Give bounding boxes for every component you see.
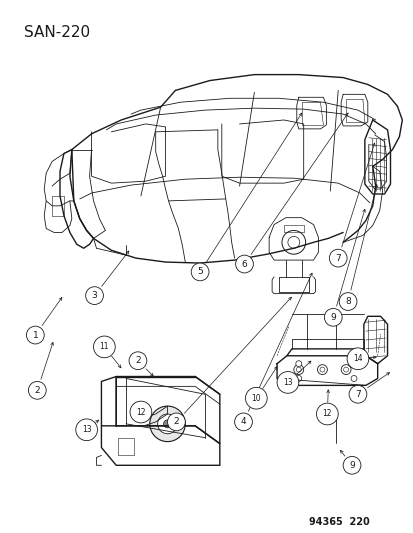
Circle shape [350, 361, 356, 367]
Text: 7: 7 [354, 390, 360, 399]
Text: 2: 2 [135, 356, 140, 365]
Text: 2: 2 [34, 386, 40, 395]
Text: 9: 9 [330, 313, 335, 322]
Circle shape [281, 230, 305, 254]
Circle shape [28, 382, 46, 399]
Circle shape [324, 309, 341, 326]
Circle shape [295, 376, 301, 382]
Circle shape [338, 293, 356, 310]
Circle shape [287, 237, 299, 248]
Text: 94365  220: 94365 220 [308, 516, 368, 527]
Text: 3: 3 [91, 291, 97, 300]
Circle shape [235, 255, 253, 273]
Circle shape [157, 414, 177, 434]
Text: 9: 9 [348, 461, 354, 470]
Circle shape [343, 367, 348, 372]
Circle shape [316, 403, 337, 425]
Circle shape [191, 263, 209, 281]
Circle shape [130, 401, 152, 423]
Text: 1: 1 [32, 330, 38, 340]
Text: 5: 5 [197, 268, 202, 277]
Circle shape [296, 367, 301, 372]
Text: 4: 4 [240, 417, 246, 426]
Circle shape [163, 420, 171, 428]
Text: 6: 6 [241, 260, 247, 269]
Circle shape [76, 419, 97, 441]
Text: SAN-220: SAN-220 [24, 25, 90, 41]
Circle shape [340, 365, 350, 375]
Text: 12: 12 [322, 409, 331, 418]
Circle shape [319, 367, 324, 372]
Circle shape [276, 372, 298, 393]
Text: 14: 14 [352, 354, 362, 364]
Circle shape [342, 456, 360, 474]
Circle shape [129, 352, 147, 369]
Circle shape [150, 406, 185, 442]
Text: 8: 8 [344, 297, 350, 306]
Circle shape [93, 336, 115, 358]
Circle shape [328, 249, 346, 267]
Circle shape [245, 387, 266, 409]
Circle shape [350, 376, 356, 382]
Circle shape [234, 413, 252, 431]
Circle shape [293, 365, 303, 375]
Circle shape [317, 365, 327, 375]
Circle shape [167, 413, 185, 431]
Text: 2: 2 [173, 417, 179, 426]
Text: 10: 10 [251, 394, 261, 403]
Circle shape [348, 385, 366, 403]
Circle shape [346, 348, 368, 369]
Text: 11: 11 [100, 342, 109, 351]
Text: 13: 13 [282, 378, 292, 387]
Circle shape [295, 361, 301, 367]
Text: 12: 12 [136, 408, 145, 416]
Text: 13: 13 [82, 425, 91, 434]
Text: 7: 7 [335, 254, 340, 263]
Circle shape [26, 326, 44, 344]
Circle shape [85, 287, 103, 304]
